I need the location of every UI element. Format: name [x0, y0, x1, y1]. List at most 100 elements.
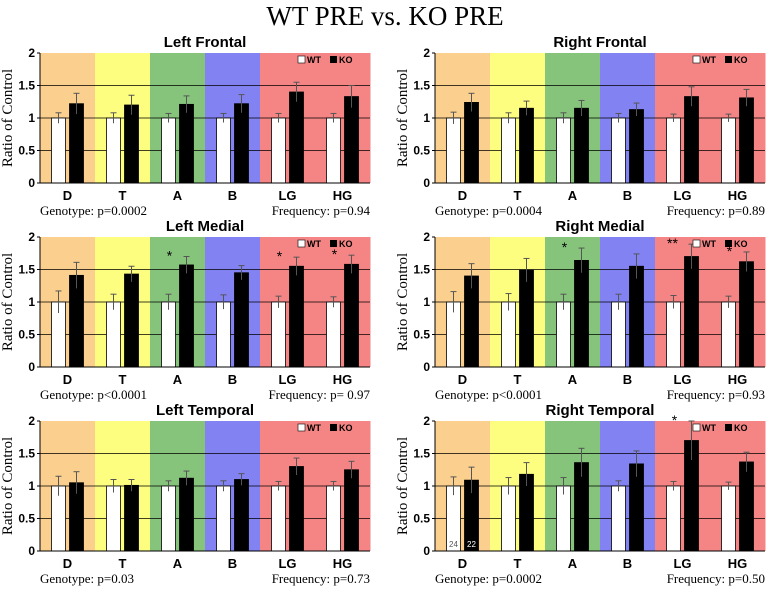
- bar-ko-lg: [289, 466, 304, 552]
- bar-ko-d: [69, 103, 84, 184]
- y-tick-label: 2: [423, 230, 430, 244]
- significance-lg: *: [277, 248, 283, 264]
- x-tick-lg: LG: [673, 188, 691, 203]
- x-tick-a: A: [173, 556, 183, 571]
- bar-ko-t: [124, 104, 139, 184]
- bar-wt-b: [216, 117, 231, 184]
- bar-wt-b: [216, 301, 231, 368]
- significance-a: *: [167, 248, 173, 264]
- significance-lg: **: [667, 235, 678, 251]
- bar-ko-b: [629, 463, 644, 552]
- legend-ko-label: KO: [734, 423, 748, 433]
- y-tick-label: 1.5: [18, 79, 35, 93]
- x-tick-b: B: [228, 556, 237, 571]
- legend-ko-swatch: [330, 424, 337, 431]
- y-tick-label: 1: [423, 295, 430, 309]
- chart-left-temporal: D T A B LG HG 0 0.5 1 1.5 2 Ratio of Control Left Te…: [0, 402, 371, 586]
- x-tick-a: A: [568, 188, 578, 203]
- bar-wt-hg: [721, 301, 736, 368]
- y-tick-label: 2: [28, 414, 35, 428]
- legend-wt-swatch: [692, 239, 701, 248]
- legend-ko-swatch: [725, 56, 732, 63]
- chart-title: Left Medial: [166, 218, 244, 235]
- bar-wt-a: [161, 117, 176, 184]
- bar-wt-lg: [271, 301, 286, 368]
- x-tick-b: B: [228, 372, 237, 387]
- legend-wt-label: WT: [307, 239, 321, 249]
- x-tick-lg: LG: [673, 556, 691, 571]
- bar-wt-a: [556, 485, 571, 552]
- figure-title: WT PRE vs. KO PRE: [266, 1, 503, 31]
- y-tick-label: 2: [28, 46, 35, 60]
- x-tick-hg: HG: [333, 188, 353, 203]
- bar-ko-lg: [289, 265, 304, 368]
- n-label-ko: 22: [467, 540, 476, 549]
- legend-wt-swatch: [297, 423, 306, 432]
- legend-wt-swatch: [297, 55, 306, 64]
- x-tick-d: D: [63, 372, 72, 387]
- legend-ko-swatch: [330, 56, 337, 63]
- bar-wt-t: [106, 485, 121, 552]
- bar-wt-lg: [666, 117, 681, 184]
- y-axis-label: Ratio of Control: [0, 437, 16, 535]
- bar-ko-d: [69, 274, 84, 368]
- bar-ko-t: [519, 269, 534, 368]
- bar-ko-b: [629, 109, 644, 184]
- genotype-stat: Genotype: p=0.0004: [435, 203, 542, 218]
- x-tick-a: A: [173, 372, 183, 387]
- x-tick-lg: LG: [278, 556, 296, 571]
- legend-wt-label: WT: [702, 55, 716, 65]
- x-tick-t: T: [119, 372, 127, 387]
- x-tick-lg: LG: [673, 372, 691, 387]
- genotype-stat: Genotype: p<0.0001: [435, 387, 542, 402]
- significance-lg: *: [672, 412, 678, 428]
- y-tick-label: 1: [28, 295, 35, 309]
- bar-wt-hg: [721, 117, 736, 184]
- y-tick-label: 2: [28, 230, 35, 244]
- y-axis-label: Ratio of Control: [0, 69, 16, 167]
- bar-ko-a: [179, 264, 194, 368]
- bar-ko-a: [179, 103, 194, 184]
- y-tick-label: 2: [423, 46, 430, 60]
- x-tick-b: B: [623, 188, 632, 203]
- frequency-stat: Frequency: p=0.93: [667, 387, 765, 402]
- genotype-stat: Genotype: p<0.0001: [40, 387, 147, 402]
- y-tick-label: 1.5: [18, 263, 35, 277]
- x-tick-d: D: [458, 188, 467, 203]
- bar-ko-lg: [684, 96, 699, 184]
- chart-right-temporal: D T A B * LG HG 24 22 0 0.5 1 1.5 2 Ratio of Control Ri…: [395, 402, 766, 586]
- genotype-stat: Genotype: p=0.0002: [40, 203, 147, 218]
- legend-wt-label: WT: [702, 239, 716, 249]
- bar-wt-lg: [666, 485, 681, 552]
- chart-right-frontal: D T A B LG HG 0 0.5 1 1.5 2 Ratio of Control Right F…: [395, 34, 766, 218]
- legend-wt-swatch: [692, 423, 701, 432]
- bar-ko-hg: [739, 97, 754, 184]
- legend-ko-label: KO: [734, 239, 748, 249]
- bar-wt-t: [501, 117, 516, 184]
- x-tick-t: T: [514, 372, 522, 387]
- x-tick-a: A: [173, 188, 183, 203]
- legend-wt-label: WT: [307, 423, 321, 433]
- x-tick-lg: LG: [278, 188, 296, 203]
- y-axis-label: Ratio of Control: [0, 253, 16, 351]
- bar-wt-a: [161, 301, 176, 368]
- bar-ko-b: [629, 265, 644, 368]
- x-tick-d: D: [458, 556, 467, 571]
- x-tick-a: A: [568, 372, 578, 387]
- bar-wt-b: [611, 485, 626, 552]
- frequency-stat: Frequency: p=0.94: [272, 203, 371, 218]
- y-tick-label: 2: [423, 414, 430, 428]
- x-tick-d: D: [63, 556, 72, 571]
- bar-ko-lg: [684, 256, 699, 368]
- bar-wt-hg: [326, 301, 341, 368]
- frequency-stat: Frequency: p=0.89: [667, 203, 765, 218]
- legend-wt-swatch: [297, 239, 306, 248]
- y-tick-label: 0.5: [413, 328, 430, 342]
- genotype-stat: Genotype: p=0.03: [40, 571, 134, 586]
- y-tick-label: 0: [423, 176, 430, 190]
- bar-ko-b: [234, 272, 249, 368]
- bar-ko-a: [574, 107, 589, 184]
- y-tick-label: 1: [423, 479, 430, 493]
- legend-ko-swatch: [725, 240, 732, 247]
- bar-wt-d: [446, 117, 461, 184]
